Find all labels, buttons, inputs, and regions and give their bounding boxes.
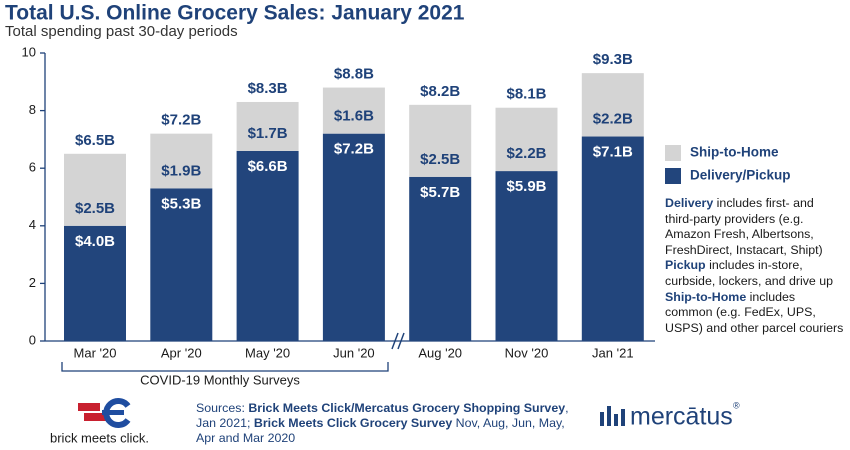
legend-label: Delivery/Pickup	[690, 168, 791, 183]
value-label: $5.9B	[506, 178, 546, 195]
value-label: $5.3B	[161, 195, 201, 212]
x-tick-label: Nov '20	[505, 345, 549, 360]
bold-text: Ship-to-Home	[665, 289, 747, 304]
legend-swatch	[665, 168, 681, 184]
right-logo-text: mercātus	[630, 403, 733, 431]
note-line: Delivery includes first- and third-party…	[665, 196, 845, 258]
value-label: $6.6B	[248, 158, 288, 175]
bar-segment	[64, 225, 126, 341]
bar-segment	[495, 107, 558, 172]
bar-segment	[409, 176, 472, 341]
note-line: Pickup includes in-store, curbside, lock…	[665, 258, 845, 289]
note-line: Ship-to-Home includes common (e.g. FedEx…	[665, 290, 845, 337]
x-tick-label: Aug '20	[418, 345, 462, 360]
total-label: $7.2B	[161, 112, 201, 129]
value-label: $2.2B	[506, 145, 546, 162]
y-tick-label: 4	[29, 217, 36, 232]
bar-segment	[322, 133, 385, 341]
left-logo-text: brick meets click.	[50, 430, 149, 445]
value-label: $4.0B	[75, 233, 115, 250]
value-label: $5.7B	[420, 184, 460, 201]
value-label: $2.5B	[420, 151, 460, 168]
bar-segment	[322, 87, 385, 134]
bar-segment	[409, 104, 472, 177]
x-tick-label: Mar '20	[74, 345, 117, 360]
bar-segment	[150, 188, 213, 341]
chart-title: Total U.S. Online Grocery Sales: January…	[5, 2, 465, 25]
text: includes first- and third-party provider…	[665, 196, 823, 257]
total-label: $6.5B	[75, 132, 115, 149]
x-tick-label: May '20	[245, 345, 290, 360]
value-label: $2.2B	[593, 110, 633, 127]
y-tick-label: 8	[29, 102, 36, 117]
brick-logo	[78, 398, 131, 428]
x-tick-label: Jan '21	[592, 345, 634, 360]
text: includes common (e.g. FedEx, UPS, USPS) …	[665, 289, 844, 335]
y-tick-label: 10	[22, 44, 36, 59]
legend-note: Delivery includes first- and third-party…	[665, 196, 845, 336]
x-tick-label: Apr '20	[161, 345, 202, 360]
value-label: $7.2B	[334, 141, 374, 158]
value-label: $1.7B	[248, 125, 288, 142]
mercatus-icon	[600, 406, 625, 426]
value-label: $7.1B	[593, 143, 633, 160]
bold-text: Brick Meets Click Grocery Survey	[253, 416, 453, 430]
legend-label: Ship-to-Home	[690, 145, 779, 160]
bracket	[61, 362, 389, 372]
total-label: $8.1B	[506, 86, 546, 103]
text: Nov, Aug, Jun, May, Apr and Mar 2020	[196, 416, 565, 445]
total-label: $8.3B	[248, 80, 288, 97]
bar-segment	[495, 171, 558, 341]
registered-mark: ®	[733, 400, 740, 410]
bar-segment	[64, 153, 126, 226]
value-label: $1.9B	[161, 162, 201, 179]
bold-text: Pickup	[665, 258, 706, 273]
bar-segment	[150, 133, 213, 189]
y-tick-label: 2	[29, 275, 36, 290]
bold-text: Brick Meets Click/Mercatus Grocery Shopp…	[248, 401, 566, 415]
text: , Jan 2021;	[196, 401, 569, 430]
total-label: $9.3B	[593, 51, 633, 68]
value-label: $1.6B	[334, 108, 374, 125]
bold-text: Delivery	[665, 196, 714, 210]
bar-segment	[236, 150, 299, 341]
bar-segment	[236, 101, 299, 151]
legend-swatch	[665, 145, 681, 161]
annotation: COVID-19 Monthly Surveys	[140, 372, 300, 387]
text: includes in-store, curbside, lockers, an…	[665, 258, 834, 288]
bar-segment	[581, 136, 644, 341]
bar-segment	[581, 73, 644, 137]
value-label: $2.5B	[75, 200, 115, 217]
total-label: $8.8B	[334, 66, 374, 83]
sources: Sources: Brick Meets Click/Mercatus Groc…	[196, 401, 586, 446]
total-label: $8.2B	[420, 83, 460, 100]
y-tick-label: 0	[29, 332, 36, 347]
chart-subtitle: Total spending past 30-day periods	[5, 23, 238, 40]
x-tick-label: Jun '20	[333, 345, 375, 360]
y-tick-label: 6	[29, 160, 36, 175]
text: Sources:	[196, 401, 249, 415]
